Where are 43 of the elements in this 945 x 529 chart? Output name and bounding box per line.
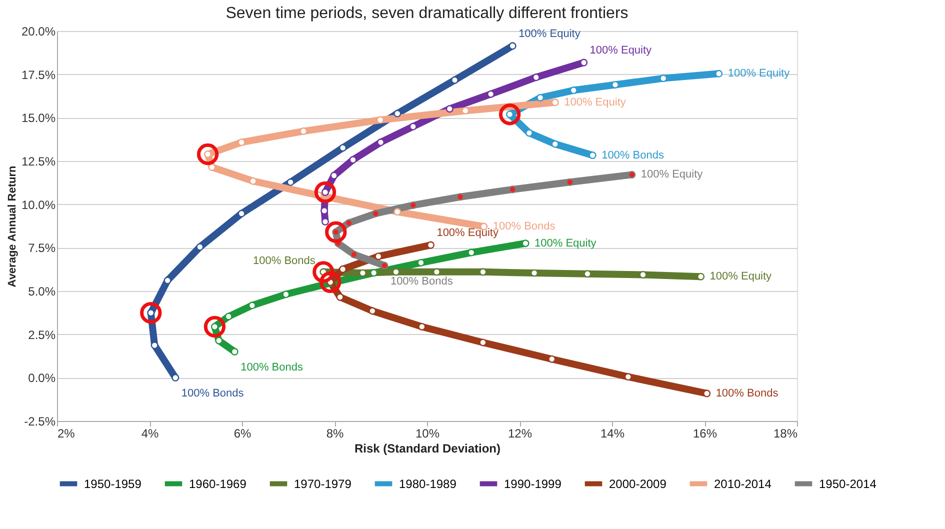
annotation: 100% Equity [590, 44, 652, 57]
annotation: 100% Bonds [390, 276, 454, 288]
annotation: 100% Equity [710, 270, 772, 283]
annotation: 100% Bonds [716, 387, 779, 400]
annotation: 100% Bonds [602, 149, 664, 162]
annotation: 100% Equity [564, 96, 626, 108]
x-tick-label: 14% [600, 426, 625, 440]
annotation: 100% Equity [728, 68, 790, 80]
x-tick-label: 8% [326, 426, 344, 440]
legend-label: 2010-2014 [714, 476, 772, 491]
legend-label: 1950-2014 [819, 476, 877, 491]
chart-title: Seven time periods, seven dramatically different frontiers [226, 5, 628, 22]
y-tick-label: 20.0% [21, 24, 56, 38]
legend-label: 1960-1969 [189, 476, 247, 491]
annotation: 100% Equity [640, 168, 704, 181]
x-tick-label: 6% [234, 426, 252, 440]
y-tick-label: 10.0% [21, 198, 56, 212]
x-axis-title: Risk (Standard Deviation) [354, 442, 501, 456]
x-tick-label: 10% [415, 426, 440, 440]
x-tick-label: 16% [692, 426, 718, 440]
annotation: 100% Bonds [181, 388, 244, 400]
annotation: 100% Bonds [253, 254, 316, 267]
annotation: 100% Equity [518, 28, 581, 40]
annotation: 100% Bonds [240, 362, 304, 374]
legend-label: 1980-1989 [399, 476, 457, 491]
x-tick-label: 18% [773, 426, 798, 440]
y-tick-label: -2.5% [24, 414, 56, 428]
x-tick-label: 4% [141, 426, 159, 440]
y-axis-title: Average Annual Return [6, 166, 18, 288]
y-tick-label: 0.0% [28, 371, 56, 386]
legend-label: 2000-2009 [609, 476, 667, 491]
y-tick-label: 17.5% [21, 68, 56, 82]
x-tick-label: 2% [58, 426, 76, 440]
y-tick-label: 5.0% [28, 284, 56, 298]
y-tick-label: 2.5% [28, 328, 56, 342]
y-tick-label: 7.5% [28, 241, 56, 256]
x-tick-label: 12% [508, 426, 532, 440]
legend-label: 1950-1959 [84, 476, 142, 491]
y-tick-label: 12.5% [21, 154, 56, 168]
y-tick-label: 15.0% [21, 111, 56, 126]
legend-label: 1970-1979 [294, 476, 352, 491]
annotation: 100% Equity [534, 237, 597, 250]
legend-label: 1990-1999 [504, 476, 562, 491]
